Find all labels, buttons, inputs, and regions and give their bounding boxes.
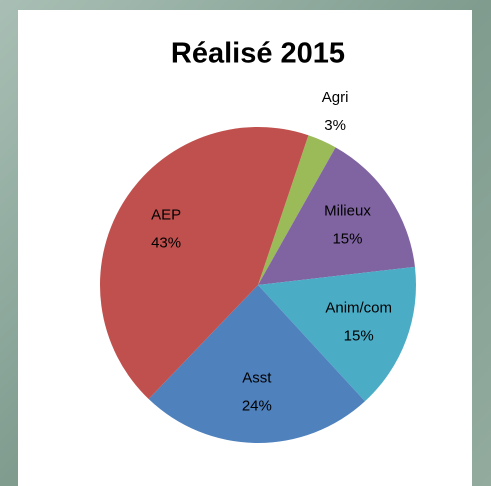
slice-label: Agri bbox=[322, 89, 349, 106]
chart-title: Réalisé 2015 bbox=[171, 38, 345, 70]
pie-slice bbox=[258, 147, 415, 285]
slice-label: AEP bbox=[151, 206, 181, 223]
slice-label: Milieux bbox=[324, 203, 371, 220]
slice-label: Asst bbox=[242, 369, 272, 386]
pie-slice bbox=[258, 266, 416, 402]
pie-slice bbox=[100, 126, 309, 400]
slice-value-label: 24% bbox=[242, 397, 272, 414]
slice-value-label: 3% bbox=[324, 117, 346, 134]
slice-value-label: 15% bbox=[332, 231, 362, 248]
slice-value-label: 15% bbox=[344, 327, 374, 344]
slice-value-label: 43% bbox=[151, 234, 181, 251]
pie-slice bbox=[148, 285, 365, 444]
pie-slice bbox=[258, 135, 336, 285]
slice-label: Anim/com bbox=[325, 299, 392, 316]
